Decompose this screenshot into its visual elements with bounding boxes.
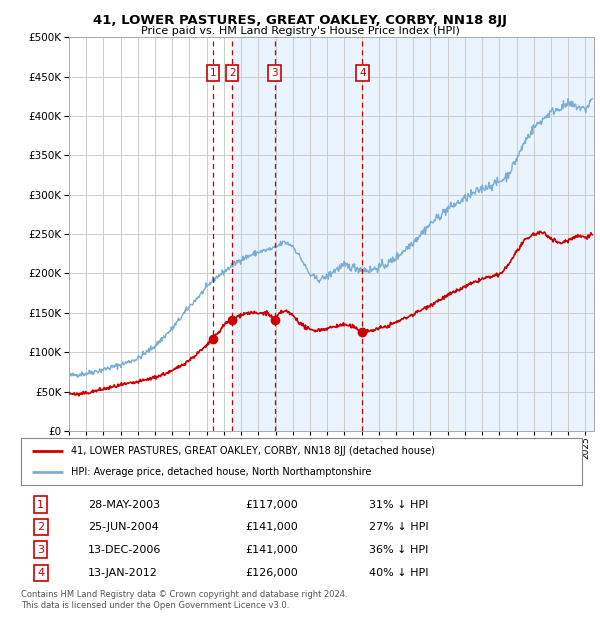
Text: 40% ↓ HPI: 40% ↓ HPI: [369, 568, 428, 578]
Text: 41, LOWER PASTURES, GREAT OAKLEY, CORBY, NN18 8JJ (detached house): 41, LOWER PASTURES, GREAT OAKLEY, CORBY,…: [71, 446, 436, 456]
Bar: [232, 37, 594, 431]
Text: 1: 1: [37, 500, 44, 510]
Text: 4: 4: [359, 68, 365, 78]
Text: 25-JUN-2004: 25-JUN-2004: [88, 522, 159, 532]
Text: Price paid vs. HM Land Registry's House Price Index (HPI): Price paid vs. HM Land Registry's House …: [140, 26, 460, 36]
Text: £117,000: £117,000: [245, 500, 298, 510]
Text: 13-DEC-2006: 13-DEC-2006: [88, 544, 161, 555]
Text: 4: 4: [37, 568, 44, 578]
Text: 41, LOWER PASTURES, GREAT OAKLEY, CORBY, NN18 8JJ: 41, LOWER PASTURES, GREAT OAKLEY, CORBY,…: [93, 14, 507, 27]
Text: 3: 3: [271, 68, 278, 78]
Text: 2: 2: [229, 68, 235, 78]
Text: £126,000: £126,000: [245, 568, 298, 578]
Text: HPI: Average price, detached house, North Northamptonshire: HPI: Average price, detached house, Nort…: [71, 467, 372, 477]
Text: 2: 2: [37, 522, 44, 532]
Text: 3: 3: [37, 544, 44, 555]
Text: Contains HM Land Registry data © Crown copyright and database right 2024.
This d: Contains HM Land Registry data © Crown c…: [21, 590, 347, 609]
Text: 28-MAY-2003: 28-MAY-2003: [88, 500, 160, 510]
Text: 27% ↓ HPI: 27% ↓ HPI: [369, 522, 428, 532]
Text: 31% ↓ HPI: 31% ↓ HPI: [369, 500, 428, 510]
Text: £141,000: £141,000: [245, 522, 298, 532]
Text: £141,000: £141,000: [245, 544, 298, 555]
Text: 13-JAN-2012: 13-JAN-2012: [88, 568, 158, 578]
Text: 1: 1: [210, 68, 217, 78]
Text: 36% ↓ HPI: 36% ↓ HPI: [369, 544, 428, 555]
